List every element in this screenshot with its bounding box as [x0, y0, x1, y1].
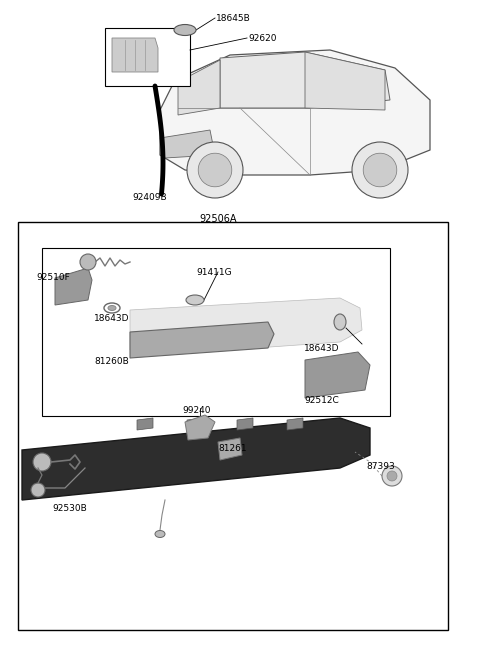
Bar [18, 222, 448, 630]
Ellipse shape [186, 295, 204, 305]
Ellipse shape [174, 24, 196, 35]
Polygon shape [130, 298, 362, 352]
Polygon shape [160, 130, 215, 158]
Circle shape [387, 471, 397, 481]
Polygon shape [237, 418, 253, 430]
Polygon shape [137, 418, 153, 430]
Polygon shape [220, 52, 390, 108]
Circle shape [352, 142, 408, 198]
Circle shape [31, 483, 45, 497]
Text: 92620: 92620 [248, 34, 276, 43]
Ellipse shape [108, 306, 116, 310]
Text: 81260B: 81260B [94, 357, 129, 366]
Text: 87393: 87393 [366, 462, 395, 471]
Polygon shape [287, 418, 303, 430]
Polygon shape [305, 52, 385, 110]
Circle shape [187, 142, 243, 198]
Bar [42, 248, 390, 416]
Text: 18645B: 18645B [216, 14, 251, 23]
Text: 92409B: 92409B [132, 193, 167, 202]
Circle shape [382, 466, 402, 486]
Text: 81261: 81261 [218, 444, 247, 453]
Text: 92506A: 92506A [199, 214, 237, 224]
Circle shape [198, 154, 232, 187]
Polygon shape [55, 268, 92, 305]
Text: 99240: 99240 [182, 406, 211, 415]
Polygon shape [218, 438, 242, 460]
Polygon shape [187, 418, 203, 430]
Circle shape [33, 453, 51, 471]
Circle shape [363, 154, 397, 187]
Text: 91411G: 91411G [196, 268, 232, 277]
Polygon shape [178, 60, 220, 115]
Polygon shape [112, 38, 158, 72]
Ellipse shape [334, 314, 346, 330]
Bar [105, 28, 190, 86]
Ellipse shape [155, 531, 165, 537]
Polygon shape [22, 418, 370, 500]
Text: 92510F: 92510F [36, 273, 70, 282]
Polygon shape [305, 352, 370, 398]
Text: 18643D: 18643D [304, 344, 339, 353]
Text: 92512C: 92512C [304, 396, 339, 405]
Polygon shape [160, 50, 430, 175]
Text: 18643D: 18643D [94, 314, 130, 323]
Polygon shape [130, 322, 274, 358]
Text: 92530B: 92530B [52, 504, 87, 513]
Polygon shape [185, 415, 215, 440]
Circle shape [80, 254, 96, 270]
